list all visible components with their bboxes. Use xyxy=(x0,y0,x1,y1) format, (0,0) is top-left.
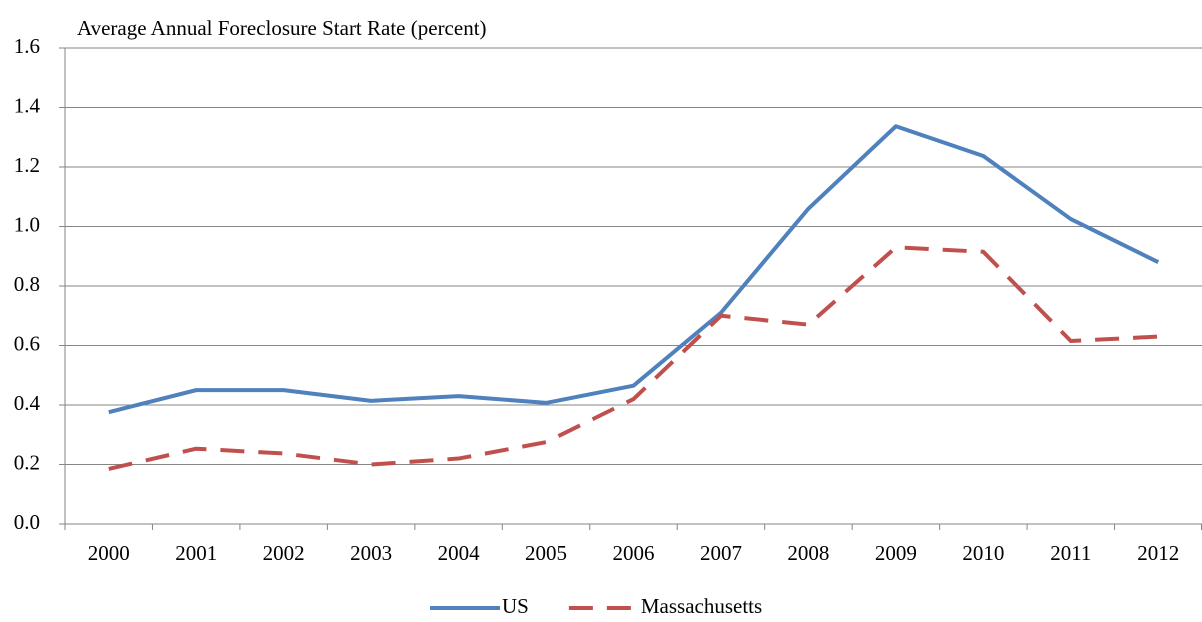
x-tick-label: 2006 xyxy=(613,541,655,565)
x-tick-label: 2009 xyxy=(875,541,917,565)
y-tick-label: 0.2 xyxy=(14,450,40,474)
x-tick-label: 2001 xyxy=(175,541,217,565)
x-tick-label: 2005 xyxy=(525,541,567,565)
legend-label: US xyxy=(502,594,529,618)
x-tick-label: 2010 xyxy=(962,541,1004,565)
x-tick-label: 2007 xyxy=(700,541,742,565)
y-tick-label: 1.4 xyxy=(14,93,41,117)
legend-label: Massachusetts xyxy=(641,594,762,618)
x-tick-label: 2012 xyxy=(1137,541,1179,565)
x-tick-label: 2002 xyxy=(263,541,305,565)
y-tick-label: 0.4 xyxy=(14,391,41,415)
x-tick-label: 2000 xyxy=(88,541,130,565)
series-line xyxy=(108,245,1159,471)
y-tick-label: 1.0 xyxy=(14,212,40,236)
y-tick-label: 0.6 xyxy=(14,331,40,355)
y-tick-label: 1.2 xyxy=(14,153,40,177)
chart-title: Average Annual Foreclosure Start Rate (p… xyxy=(77,16,487,40)
y-tick-label: 1.6 xyxy=(14,34,40,58)
x-tick-label: 2004 xyxy=(438,541,481,565)
x-tick-label: 2008 xyxy=(787,541,829,565)
x-tick-label: 2003 xyxy=(350,541,392,565)
x-tick-label: 2011 xyxy=(1050,541,1091,565)
y-tick-label: 0.8 xyxy=(14,272,40,296)
y-tick-label: 0.0 xyxy=(14,510,40,534)
series-line xyxy=(108,124,1160,415)
